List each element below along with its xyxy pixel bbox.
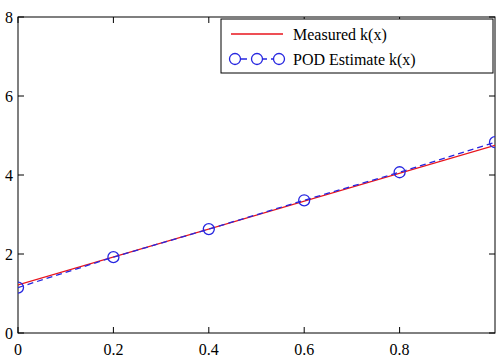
y-tick — [18, 175, 24, 176]
x-tick-label: 0.4 — [199, 341, 219, 358]
series-marker — [18, 282, 24, 293]
legend-marker — [274, 54, 285, 65]
y-tick-label: 0 — [5, 325, 13, 342]
series-marker — [394, 167, 405, 178]
legend-label: POD Estimate k(x) — [293, 51, 416, 69]
y-tick — [489, 254, 495, 255]
x-tick-label: 0.8 — [390, 341, 410, 358]
series-line — [18, 142, 495, 287]
x-tick — [208, 17, 209, 23]
y-tick — [18, 254, 24, 255]
y-tick — [18, 17, 24, 18]
x-tick — [304, 327, 305, 333]
x-tick — [18, 327, 19, 333]
x-tick-label: 0.6 — [294, 341, 314, 358]
y-tick — [18, 333, 24, 334]
y-tick-label: 2 — [5, 246, 13, 263]
legend-marker — [252, 54, 263, 65]
chart: 0 0.2 0.4 0.6 0.8 0 2 4 6 8 Measured k(x) POD Estim… — [0, 0, 500, 364]
plot-data — [18, 137, 495, 293]
legend-marker — [230, 54, 241, 65]
x-tick — [113, 327, 114, 333]
legend-label: Measured k(x) — [293, 26, 387, 44]
plot-frame — [18, 17, 495, 333]
series-marker — [108, 252, 119, 263]
legend: Measured k(x) POD Estimate k(x) — [221, 19, 493, 73]
y-tick — [18, 96, 24, 97]
y-tick-label: 6 — [5, 88, 13, 105]
y-tick — [489, 333, 495, 334]
series-marker — [490, 137, 496, 148]
x-tick — [399, 327, 400, 333]
series-marker — [299, 195, 310, 206]
x-tick — [208, 327, 209, 333]
x-tick — [113, 17, 114, 23]
legend-box — [221, 19, 493, 73]
y-tick-label: 8 — [5, 9, 13, 26]
x-tick — [18, 17, 19, 23]
y-tick — [489, 175, 495, 176]
x-tick-label: 0.2 — [103, 341, 123, 358]
y-tick-label: 4 — [5, 167, 13, 184]
series-line — [18, 145, 495, 284]
y-tick — [489, 17, 495, 18]
series-marker — [203, 224, 214, 235]
legend-swatch — [231, 33, 283, 34]
y-tick — [489, 96, 495, 97]
x-tick-label: 0 — [14, 341, 22, 358]
